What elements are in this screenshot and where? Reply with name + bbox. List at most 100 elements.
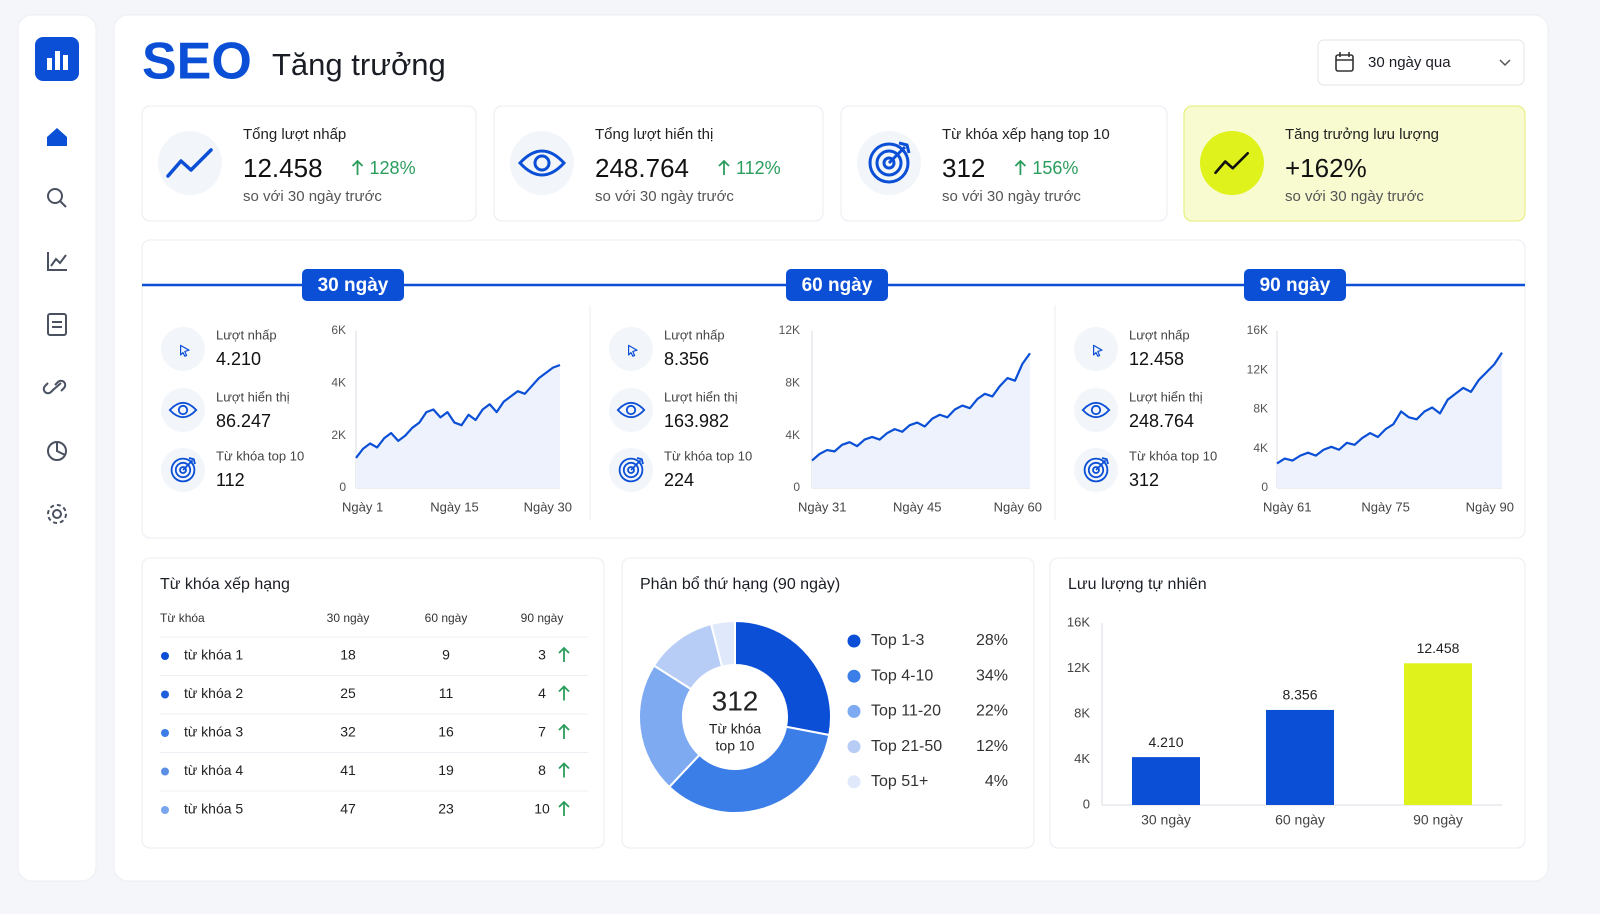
- table-cell: 19: [438, 762, 454, 778]
- x-tick-label: 60 ngày: [1275, 812, 1325, 828]
- icon-target-ring: [875, 149, 903, 177]
- area-line: [355, 363, 561, 459]
- icon-target-ring: [627, 466, 635, 474]
- calendar-icon: [1335, 52, 1354, 72]
- icon-up-arrow-head: [351, 159, 364, 167]
- kpi-card: [141, 105, 477, 222]
- icon-target-ring: [618, 457, 644, 483]
- icon-trend: [1214, 151, 1250, 175]
- nav-settings[interactable]: [47, 504, 67, 524]
- nav-search[interactable]: [47, 188, 67, 208]
- nav-analytics[interactable]: [47, 252, 67, 271]
- legend-value: 4%: [985, 773, 1008, 790]
- kpi-note: so với 30 ngày trước: [243, 188, 382, 205]
- bar: [1404, 663, 1472, 805]
- icon-target-ring: [1092, 466, 1100, 474]
- icon-up-arrow-head: [1014, 159, 1027, 167]
- donut-slice: [638, 664, 701, 789]
- legend-label: Top 11-20: [871, 703, 941, 720]
- icon-up-arrow-head: [558, 646, 570, 654]
- metric-label: Từ khóa top 10: [216, 448, 304, 463]
- legend-dot: [847, 704, 861, 718]
- logo-icon: [47, 51, 68, 70]
- icon-eye-pupil: [533, 154, 551, 172]
- metric-value: 224: [664, 470, 694, 490]
- metric-label: Từ khóa top 10: [1129, 448, 1217, 463]
- y-tick-label: 0: [1261, 480, 1268, 494]
- area-line: [1276, 351, 1503, 465]
- kpi-change: 128%: [370, 158, 416, 178]
- table-cell: từ khóa 1: [184, 647, 243, 663]
- table-header: 30 ngày: [327, 611, 370, 625]
- y-tick-label: 2K: [331, 428, 346, 442]
- bar: [1132, 757, 1200, 805]
- metric-icon-bg: [609, 388, 653, 432]
- metric-label: Lượt hiển thị: [664, 389, 738, 404]
- icon-eye: [616, 401, 646, 419]
- period-pill: [786, 269, 888, 301]
- icon-cursor: [1093, 344, 1103, 357]
- icon-cursor: [628, 344, 638, 357]
- icon-target-fletch: [188, 457, 196, 465]
- legend-label: Top 21-50: [871, 738, 942, 755]
- icon-target-fletch: [898, 141, 911, 154]
- y-tick-label: 4K: [331, 376, 346, 390]
- y-tick-label: 4K: [1074, 751, 1090, 766]
- y-tick-label: 0: [793, 480, 800, 494]
- nav-report[interactable]: [47, 313, 67, 336]
- x-tick-label: Ngày 45: [893, 499, 941, 514]
- legend-value: 22%: [976, 703, 1008, 720]
- x-tick-label: Ngày 30: [524, 499, 572, 514]
- date-dropdown[interactable]: [1317, 39, 1525, 86]
- x-tick-label: Ngày 90: [1466, 499, 1514, 514]
- table-cell: 11: [439, 685, 454, 701]
- bar-value-label: 4.210: [1148, 734, 1183, 750]
- metric-icon-bg: [1074, 327, 1118, 371]
- metric-label: Từ khóa top 10: [664, 448, 752, 463]
- legend-value: 12%: [976, 738, 1008, 755]
- keywords-panel: [141, 557, 605, 849]
- table-cell: 9: [442, 647, 450, 663]
- y-tick-label: 0: [339, 480, 346, 494]
- panel-title: Phân bổ thứ hạng (90 ngày): [640, 575, 840, 593]
- metric-value: 12.458: [1129, 349, 1184, 369]
- y-tick-label: 8K: [1253, 402, 1268, 416]
- y-tick-label: 16K: [1067, 614, 1090, 629]
- bar: [1266, 709, 1334, 805]
- kpi-value: 248.764: [595, 153, 689, 183]
- icon-up-arrow-head: [558, 800, 570, 808]
- metric-value: 112: [216, 470, 245, 490]
- icon-up-arrow-head: [718, 159, 730, 167]
- table-cell: 23: [438, 801, 454, 817]
- bar-value-label: 8.356: [1282, 687, 1317, 703]
- row-dot: [161, 652, 169, 660]
- kpi-icon-bg: [158, 131, 222, 195]
- nav-pie[interactable]: [47, 441, 67, 461]
- kpi-label: Tổng lượt nhấp: [243, 126, 346, 143]
- area-fill: [1277, 352, 1502, 488]
- icon-target-ring: [1087, 461, 1105, 479]
- nav-analytics-line: [50, 254, 67, 267]
- nav-home[interactable]: [47, 128, 67, 146]
- legend-dot: [847, 669, 861, 683]
- icon-target-ring: [170, 457, 196, 483]
- y-tick-label: 8K: [785, 376, 800, 390]
- y-tick-label: 4K: [1253, 441, 1268, 455]
- kpi-card: [840, 105, 1168, 222]
- kpi-label: Tăng trưởng lưu lượng: [1285, 126, 1439, 143]
- metric-label: Lượt nhấp: [664, 327, 725, 342]
- metric-value: 312: [1129, 470, 1159, 490]
- chevron: [1499, 59, 1511, 67]
- nav-links[interactable]: [42, 379, 67, 395]
- table-cell: 47: [340, 801, 356, 817]
- x-tick-label: 30 ngày: [1141, 812, 1191, 828]
- area-fill: [356, 365, 560, 488]
- metric-icon-bg: [161, 327, 205, 371]
- icon-target-arrow: [182, 459, 194, 471]
- icon-target-fletch: [1101, 457, 1109, 465]
- y-tick-label: 12K: [779, 323, 800, 337]
- date-range: 30 ngày qua: [1368, 54, 1451, 71]
- icon-cursor: [180, 344, 190, 357]
